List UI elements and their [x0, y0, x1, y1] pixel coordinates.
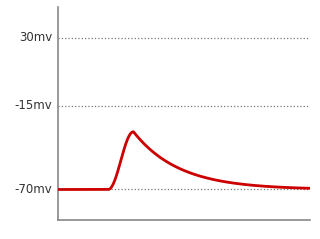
Text: -70mv: -70mv: [15, 183, 52, 196]
Text: 30mv: 30mv: [19, 31, 52, 44]
Text: -15mv: -15mv: [15, 99, 52, 112]
